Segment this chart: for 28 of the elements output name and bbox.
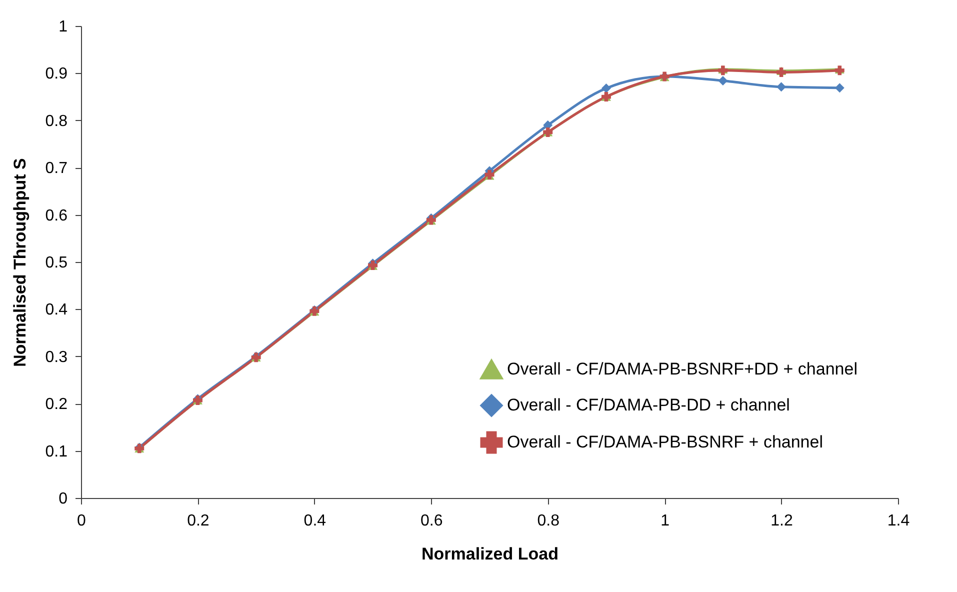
x-tick-label: 1.4 [887,512,910,530]
point [601,84,611,94]
y-tick-label: 0 [58,490,68,508]
x-tick-label: 0.8 [537,512,560,530]
point [718,76,728,86]
y-tick-label: 0.1 [45,443,68,460]
y-tick-label: 0.2 [45,396,68,414]
y-tick-label: 0.6 [45,207,68,224]
point [834,83,844,93]
x-tick-label: 0 [77,512,86,530]
y-tick-label: 0.5 [45,254,68,272]
y-tick-label: 1 [58,18,68,36]
y-tick-label: 0.4 [45,302,68,319]
legend-label: Overall - CF/DAMA-PB-DD + channel [507,396,790,414]
y-tick-label: 0.8 [45,112,68,130]
y-tick-label: 0.9 [45,66,68,83]
x-tick-label: 1 [660,512,670,530]
y-tick-label: 0.3 [45,348,68,366]
y-axis-title: Normalised Throughput S [10,158,30,367]
legend-label: Overall - CF/DAMA-PB-BSNRF+DD + channel [507,360,858,378]
x-tick-label: 0.6 [420,512,443,530]
x-axis-title: Normalized Load [422,544,558,564]
x-tick-label: 1.2 [770,512,794,530]
legend-label: Overall - CF/DAMA-PB-BSNRF + channel [507,432,823,452]
x-tick-label: 0.4 [304,512,326,530]
y-tick-label: 0.7 [45,160,68,178]
point [776,82,786,92]
x-tick-label: 0.2 [187,512,210,530]
